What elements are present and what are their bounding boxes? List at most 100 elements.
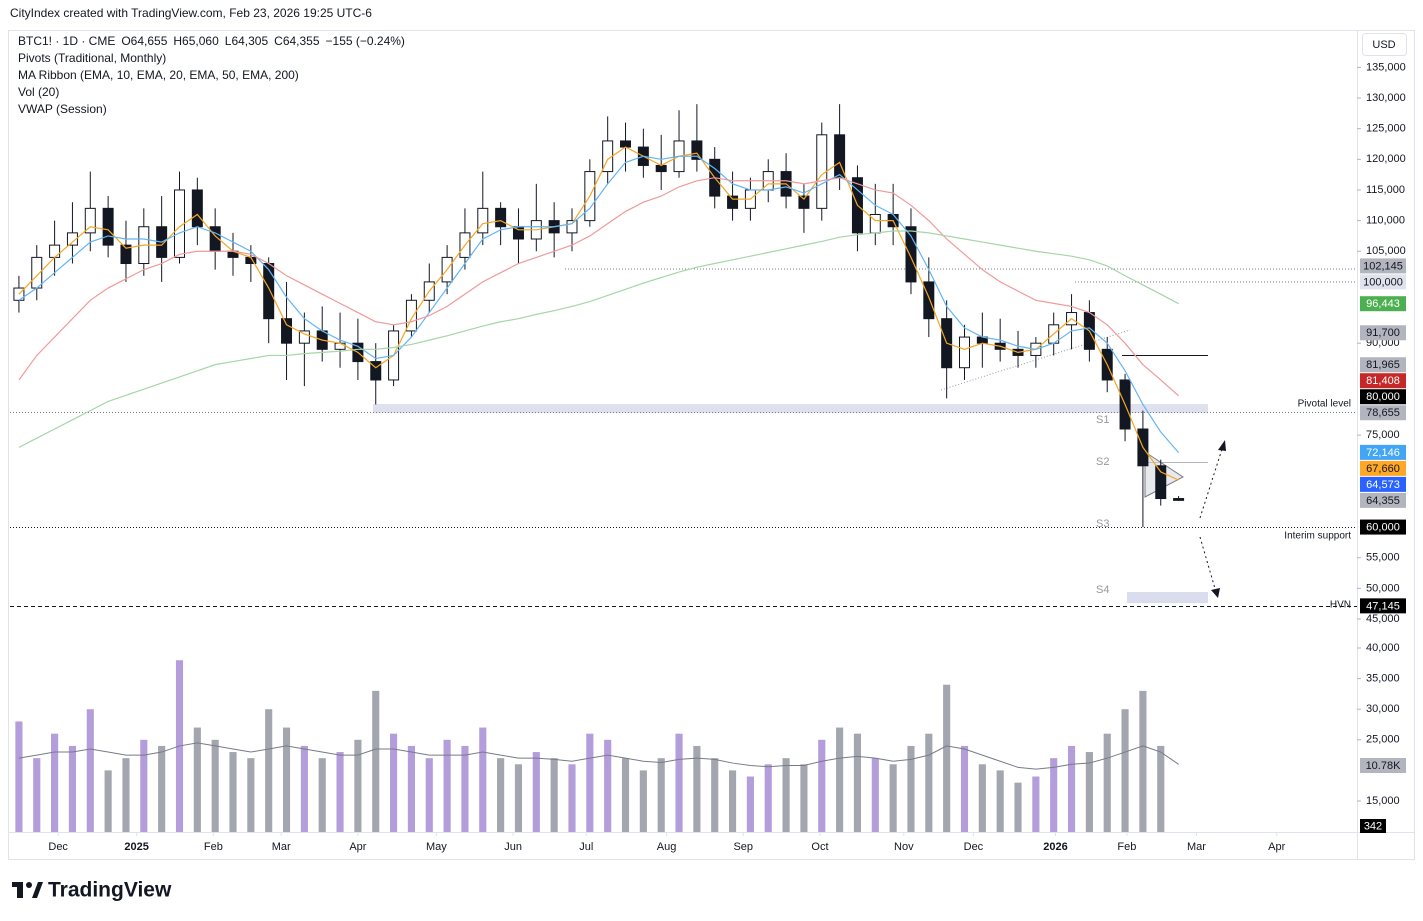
price-badge <box>1360 258 1406 274</box>
pivot-band <box>373 404 1208 413</box>
y-tick-label: 125,000 <box>1366 123 1406 135</box>
price-badge-label: 100,000 <box>1363 276 1403 288</box>
y-tick-label: 40,000 <box>1366 642 1400 654</box>
volume-bar <box>1139 690 1147 832</box>
ema-line <box>18 230 1179 448</box>
volume-bar <box>15 721 23 832</box>
candle-body <box>959 336 970 369</box>
volume-bar <box>853 733 862 832</box>
price-badge-label: 78,655 <box>1366 407 1400 419</box>
s4-label: S4 <box>1096 584 1109 596</box>
x-tick-label: Mar <box>272 841 291 853</box>
price-badge <box>1360 444 1406 460</box>
candle-body <box>727 195 739 209</box>
indicator: Pivots (Traditional, Monthly) <box>18 51 166 65</box>
arrow-up <box>1199 445 1224 519</box>
s2-label: S2 <box>1096 456 1109 468</box>
volume-bar <box>746 776 754 832</box>
price-badge <box>1360 460 1406 476</box>
volume-bar <box>871 758 879 832</box>
volume-bar <box>318 758 326 832</box>
symbol: BTC1! · 1D · CME <box>18 34 115 48</box>
volume-bar <box>550 758 558 832</box>
s1-label: S1 <box>1096 414 1109 426</box>
y-tick-label: 120,000 <box>1366 153 1406 165</box>
candle-body <box>1173 498 1185 501</box>
candle-body <box>477 207 489 234</box>
volume-bar <box>586 733 594 832</box>
currency-box[interactable] <box>1362 33 1407 56</box>
x-tick-label: Feb <box>1117 841 1136 853</box>
volume-bar <box>390 733 398 832</box>
y-tick-label: 105,000 <box>1366 245 1406 257</box>
volume-ma <box>18 742 1179 770</box>
hvn-label: HVN <box>1330 600 1351 611</box>
x-tick-label: Oct <box>811 841 828 853</box>
x-tick-label: May <box>426 841 447 853</box>
volume-bar <box>229 752 237 832</box>
axes: 135,000 130,000 125,000 120,000 115,000 110,0… <box>48 61 1406 853</box>
y-tick-label: 135,000 <box>1366 61 1406 73</box>
y-tick-label: 110,000 <box>1366 215 1405 227</box>
y-tick-label: 75,000 <box>1366 429 1400 441</box>
candle-body <box>49 244 61 258</box>
volume-bar <box>1103 733 1111 832</box>
candle-body <box>905 226 917 283</box>
volume-bar <box>336 752 344 832</box>
x-tick-label: Aug <box>657 841 677 853</box>
volume-bar <box>836 727 844 832</box>
volume-bar <box>158 745 166 832</box>
volume-bar <box>532 752 540 832</box>
price-badge <box>1360 405 1406 421</box>
candle-body <box>102 207 114 246</box>
volume-bar <box>461 745 469 832</box>
pivot-label: Pivotal level <box>1298 399 1351 410</box>
y-tick-label: 130,000 <box>1366 92 1406 104</box>
candle-body <box>84 207 96 234</box>
currency: USD <box>1372 39 1395 51</box>
volume-bar <box>211 739 219 832</box>
x-tick-label: Jul <box>579 841 593 853</box>
price-badge-label: 81,965 <box>1366 359 1400 371</box>
x-tick-label: Apr <box>1268 841 1285 853</box>
price-badge-label: 96,443 <box>1366 298 1400 310</box>
legend-line: BTC1! · 1D · CME O64,655 H65,060 L64,305 C64… <box>18 34 405 48</box>
volume-bar <box>1157 745 1165 832</box>
volume-bar <box>818 739 826 832</box>
volume-bar <box>1014 782 1022 832</box>
price-badge-label: 60,000 <box>1366 521 1400 533</box>
volume-bar <box>86 709 94 832</box>
x-tick-label: Apr <box>349 841 366 853</box>
volume-bar <box>51 733 59 832</box>
indicator: VWAP (Session) <box>18 102 107 116</box>
candle-body <box>370 361 382 381</box>
price-badge <box>1360 296 1406 312</box>
x-tick-label: Feb <box>204 841 223 853</box>
price-badge-label: 102,145 <box>1363 260 1403 272</box>
volume-bar <box>514 764 523 832</box>
candle-body <box>620 140 632 148</box>
logo <box>12 882 43 898</box>
volume-bar <box>1121 709 1129 832</box>
volume-bar <box>907 745 915 832</box>
x-tick-label: Jun <box>504 841 522 853</box>
s4-band <box>1127 592 1208 603</box>
x-tick-label: 2026 <box>1043 841 1067 853</box>
volume-bar <box>122 758 130 832</box>
volume-bar <box>104 770 112 832</box>
price-badge <box>1360 492 1406 508</box>
price-badge-label: 72,146 <box>1366 447 1400 459</box>
volume-bar <box>960 745 969 832</box>
arrow-head <box>1218 440 1226 451</box>
y-tick-label: 35,000 <box>1366 673 1400 685</box>
price-badge-label: 64,573 <box>1366 479 1400 491</box>
volume-bar <box>1050 758 1058 832</box>
ema-line <box>18 155 1180 454</box>
volume-bar <box>247 758 255 832</box>
candle-body <box>923 281 935 320</box>
indicator: Vol (20) <box>18 85 59 99</box>
ohlc: L64,305 <box>225 34 269 48</box>
y-tick-label: 50,000 <box>1366 582 1400 594</box>
arrow-head <box>1211 588 1220 598</box>
